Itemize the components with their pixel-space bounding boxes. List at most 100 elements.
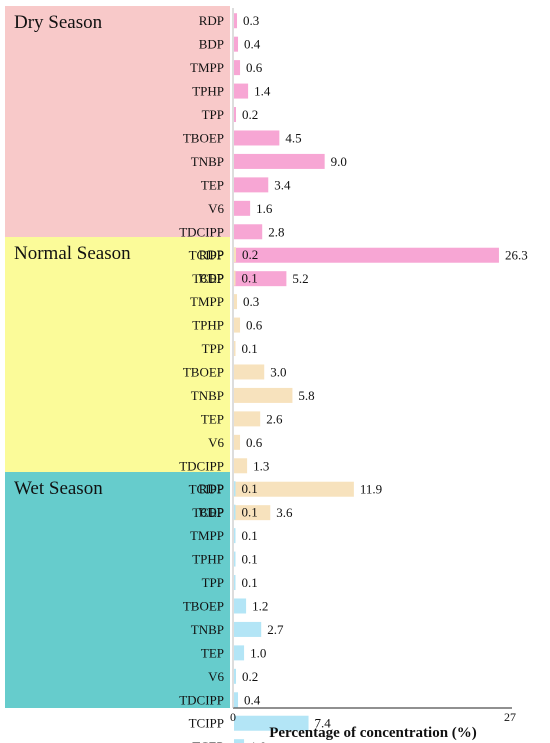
category-label-tdcipp: TDCIPP — [179, 692, 224, 707]
category-label-tcep: TCEP — [192, 739, 224, 743]
category-label-tpp: TPP — [202, 107, 224, 122]
bar-dry-season-tcep — [234, 271, 287, 287]
value-label-wet-season-tep: 1.0 — [250, 645, 266, 660]
value-label-normal-season-tphp: 0.6 — [246, 318, 263, 333]
value-label-wet-season-tnbp: 2.7 — [267, 622, 284, 637]
category-label-tep: TEP — [201, 177, 224, 192]
category-label-v6: V6 — [208, 201, 224, 216]
bar-dry-season-v6 — [234, 200, 251, 216]
x-axis-title: Percentage of concentration (%) — [269, 725, 477, 741]
bar-dry-season-tboep — [234, 130, 280, 146]
season-panels — [5, 6, 230, 708]
category-label-tphp: TPHP — [192, 552, 224, 567]
bar-dry-season-bdp — [234, 36, 239, 52]
category-label-tcipp: TCIPP — [189, 482, 224, 497]
category-label-tep: TEP — [201, 645, 224, 660]
value-label-dry-season-tmpp: 0.6 — [246, 60, 263, 75]
value-label-wet-season-tpp: 0.1 — [242, 575, 258, 590]
bar-normal-season-bdp — [234, 270, 236, 286]
bar-normal-season-tpp — [234, 341, 236, 357]
bar-wet-season-bdp — [234, 504, 236, 520]
value-label-dry-season-tdcipp: 2.8 — [268, 224, 284, 239]
category-label-tboep: TBOEP — [183, 130, 224, 145]
value-label-normal-season-tnbp: 5.8 — [298, 388, 314, 403]
bar-wet-season-tpp — [234, 575, 236, 591]
bar-normal-season-tcep — [234, 505, 271, 521]
panel-wet-season — [5, 472, 230, 708]
panel-normal-season — [5, 237, 230, 472]
bar-normal-season-tphp — [234, 317, 241, 333]
value-label-normal-season-tep: 2.6 — [266, 411, 283, 426]
category-label-tcep: TCEP — [192, 271, 224, 286]
value-label-wet-season-bdp: 0.1 — [242, 505, 258, 520]
value-label-dry-season-tpp: 0.2 — [242, 107, 258, 122]
value-label-dry-season-rdp: 0.3 — [243, 13, 259, 28]
bar-wet-season-tboep — [234, 598, 247, 614]
bar-dry-season-tep — [234, 177, 269, 193]
value-label-dry-season-tcep: 5.2 — [292, 271, 308, 286]
bar-normal-season-tep — [234, 411, 261, 427]
x-axis: 0 27 Percentage of concentration (%) — [230, 8, 516, 741]
bar-wet-season-tdcipp — [234, 692, 239, 708]
category-label-tdcipp: TDCIPP — [179, 458, 224, 473]
value-label-normal-season-tpp: 0.1 — [242, 341, 258, 356]
bar-wet-season-v6 — [234, 668, 237, 684]
category-label-tphp: TPHP — [192, 318, 224, 333]
value-label-dry-season-tep: 3.4 — [274, 177, 291, 192]
value-label-dry-season-bdp: 0.4 — [244, 37, 261, 52]
bar-dry-season-rdp — [234, 13, 238, 29]
bar-wet-season-tmpp — [234, 528, 236, 544]
value-label-normal-season-tmpp: 0.3 — [243, 294, 259, 309]
bar-wet-season-tnbp — [234, 621, 262, 637]
bar-normal-season-tmpp — [234, 294, 238, 310]
value-label-wet-season-tcipp: 7.4 — [315, 716, 332, 731]
bar-dry-season-tcipp — [234, 247, 499, 263]
bar-dry-season-tnbp — [234, 153, 325, 169]
value-label-normal-season-tdcipp: 1.3 — [253, 458, 269, 473]
category-label-tmpp: TMPP — [190, 528, 224, 543]
x-tick-label-max: 27 — [504, 710, 516, 724]
bar-dry-season-tmpp — [234, 60, 241, 76]
bar-normal-season-tnbp — [234, 387, 293, 403]
category-label-tboep: TBOEP — [183, 598, 224, 613]
value-label-dry-season-tphp: 1.4 — [254, 84, 271, 99]
category-label-tnbp: TNBP — [191, 622, 224, 637]
value-label-normal-season-tcep: 3.6 — [276, 505, 293, 520]
value-label-normal-season-tboep: 3.0 — [270, 364, 286, 379]
panel-dry-season — [5, 6, 230, 237]
category-label-rdp: RDP — [199, 481, 224, 496]
value-label-normal-season-rdp: 0.2 — [242, 247, 258, 262]
value-label-dry-season-v6: 1.6 — [256, 201, 273, 216]
category-label-tpp: TPP — [202, 575, 224, 590]
bar-dry-season-tpp — [234, 107, 237, 123]
category-label-bdp: BDP — [199, 37, 224, 52]
category-label-rdp: RDP — [199, 13, 224, 28]
category-label-bdp: BDP — [199, 505, 224, 520]
bar-wet-season-tphp — [234, 551, 236, 567]
category-label-tnbp: TNBP — [191, 154, 224, 169]
bar-wet-season-rdp — [234, 481, 236, 497]
season-title-wet-season: Wet Season — [14, 478, 103, 499]
value-label-normal-season-bdp: 0.1 — [242, 271, 258, 286]
value-label-wet-season-rdp: 0.1 — [242, 481, 258, 496]
bar-normal-season-rdp — [234, 247, 237, 263]
value-label-wet-season-tdcipp: 0.4 — [244, 692, 261, 707]
value-label-wet-season-v6: 0.2 — [242, 669, 258, 684]
season-title-dry-season: Dry Season — [14, 12, 103, 33]
category-label-bdp: BDP — [199, 271, 224, 286]
value-label-wet-season-tboep: 1.2 — [252, 598, 268, 613]
season-title-normal-season: Normal Season — [14, 243, 131, 264]
category-label-tmpp: TMPP — [190, 294, 224, 309]
bar-dry-season-tdcipp — [234, 224, 263, 240]
bar-wet-season-tcep — [234, 739, 245, 743]
value-label-normal-season-tcipp: 11.9 — [360, 482, 382, 497]
chart-marks: Dry Season RDP 0.3 BDP 0.4 TMPP 0.6 TPHP 1.4 TPP 0… — [14, 12, 528, 743]
value-label-wet-season-tmpp: 0.1 — [242, 528, 258, 543]
value-label-normal-season-v6: 0.6 — [246, 435, 263, 450]
category-label-tpp: TPP — [202, 341, 224, 356]
bar-wet-season-tep — [234, 645, 245, 661]
category-label-v6: V6 — [208, 669, 224, 684]
category-label-tmpp: TMPP — [190, 60, 224, 75]
bar-normal-season-v6 — [234, 434, 241, 450]
